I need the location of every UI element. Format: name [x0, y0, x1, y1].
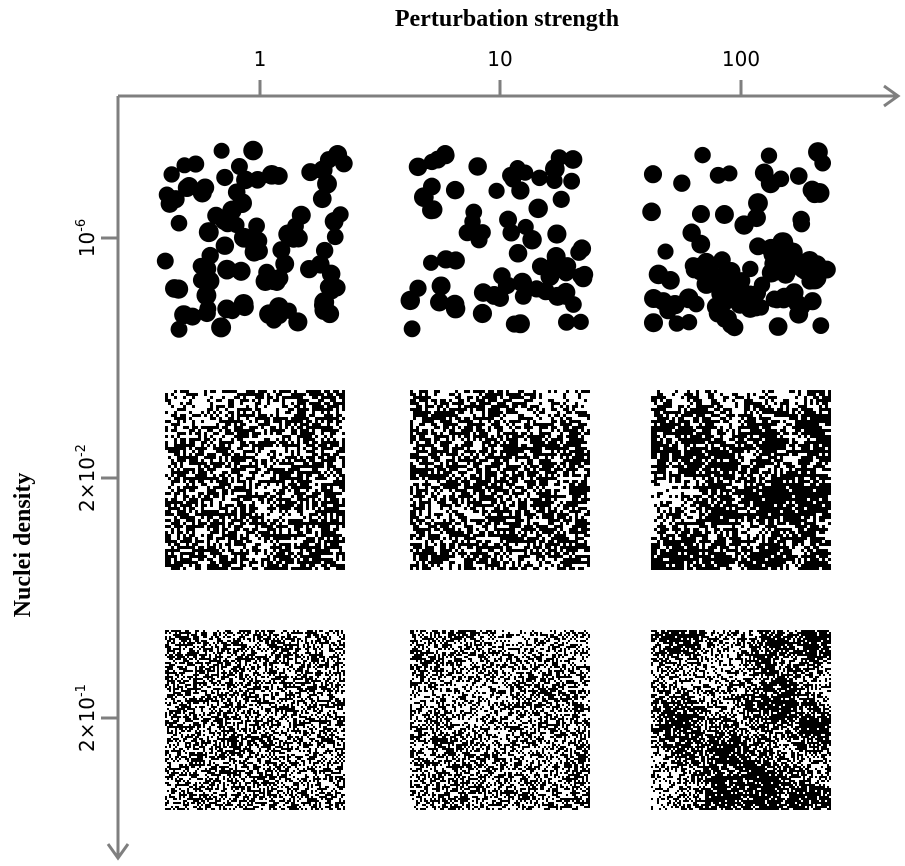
- x-axis-title: Perturbation strength: [395, 6, 619, 32]
- texture: [400, 145, 594, 338]
- texture: [651, 630, 831, 810]
- y-tick-label: 2×10-1: [74, 684, 99, 752]
- label-exponent: -2: [74, 444, 89, 457]
- texture: [410, 630, 590, 810]
- x-tick-label: 10: [487, 47, 512, 71]
- x-tick-label: 1: [254, 47, 267, 71]
- y-tick-label: 10-6: [74, 219, 99, 257]
- x-tick-label: 100: [722, 47, 760, 71]
- label-exponent: -6: [74, 219, 89, 232]
- y-axis-title: Nuclei density: [10, 473, 36, 618]
- label-base: 10: [75, 232, 99, 257]
- texture: [156, 140, 353, 338]
- texture: [165, 630, 345, 810]
- texture: [651, 390, 831, 570]
- y-tick-label: 2×10-2: [74, 444, 99, 512]
- label-exponent: -1: [74, 684, 89, 697]
- texture: [410, 390, 590, 570]
- label-base: 2×10: [75, 457, 99, 512]
- texture: [165, 390, 345, 570]
- y-arrowhead: [106, 843, 130, 861]
- label-base: 2×10: [75, 697, 99, 752]
- x-arrowhead: [883, 84, 901, 108]
- texture: [642, 142, 836, 337]
